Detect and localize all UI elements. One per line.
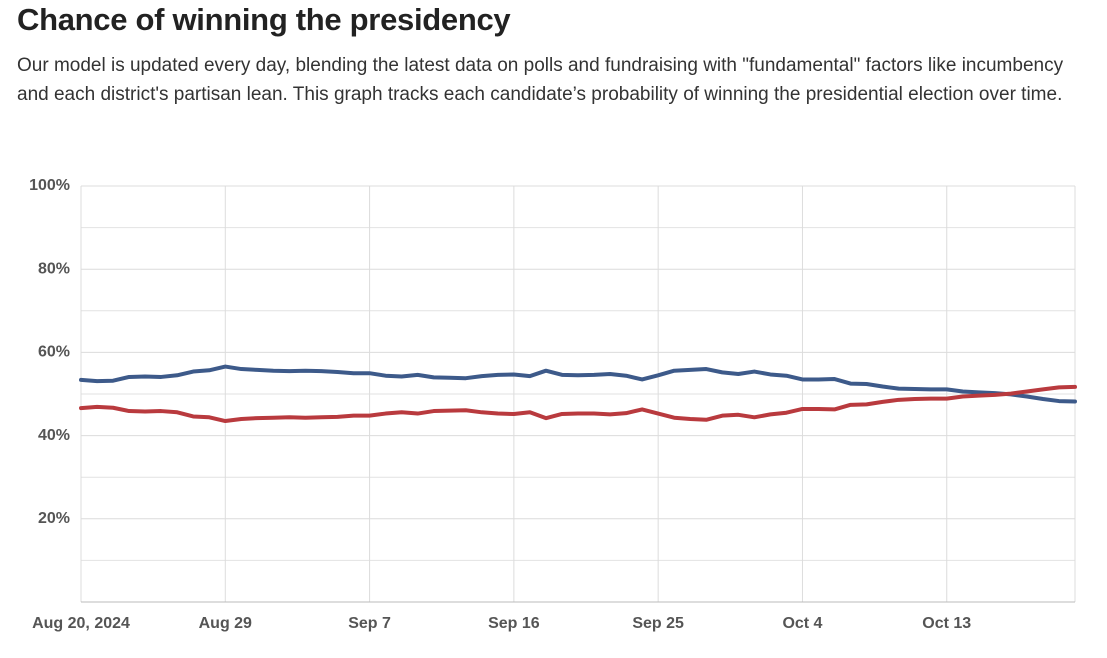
x-tick-label: Sep 7 (348, 615, 391, 632)
y-tick-label: 60% (38, 344, 70, 361)
x-tick-label: Oct 4 (782, 615, 822, 632)
x-tick-label: Sep 25 (632, 615, 684, 632)
series-line (79, 384, 1077, 424)
x-tick-label: Aug 29 (199, 615, 252, 632)
x-tick-label: Sep 16 (488, 615, 540, 632)
chart-title: Chance of winning the presidency (17, 2, 511, 37)
chart-subtitle: Our model is updated every day, blending… (17, 55, 1064, 105)
y-tick-label: 100% (29, 177, 70, 194)
y-tick-label: 80% (38, 260, 70, 277)
y-tick-label: 40% (38, 427, 70, 444)
x-tick-label: Aug 20, 2024 (32, 615, 130, 632)
x-tick-label: Oct 13 (922, 615, 971, 632)
series-line (79, 364, 1077, 404)
y-tick-label: 20% (38, 510, 70, 527)
